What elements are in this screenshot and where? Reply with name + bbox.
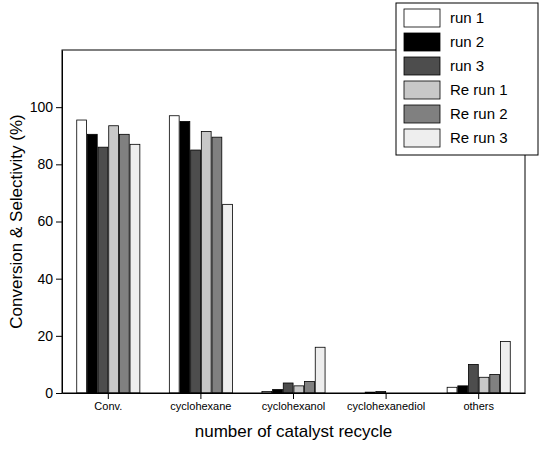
y-tick-mark [56, 393, 62, 394]
y-tick-label: 40 [37, 271, 53, 287]
x-tick-label: cyclohexane [170, 400, 231, 412]
plot: 0 20 40 60 80 100 Conv. cyclohexane cyclohexanol… [30, 50, 526, 412]
y-tick-mark [56, 107, 62, 108]
y-tick-label: 0 [45, 385, 53, 401]
legend-swatch [404, 129, 440, 147]
y-tick-label: 100 [30, 99, 54, 115]
bar [500, 342, 510, 393]
x-tick-mark [108, 393, 109, 399]
legend-entry: run 3 [404, 57, 484, 75]
legend-entry: Re run 3 [404, 129, 508, 147]
y-tick-mark [56, 164, 62, 165]
bar [77, 120, 87, 393]
y-tick: 0 [45, 385, 62, 401]
bar [169, 116, 179, 393]
bar [458, 386, 468, 393]
y-tick-mark [56, 279, 62, 280]
legend-swatch [404, 9, 440, 27]
bar-series [87, 121, 467, 393]
x-tick-label: cyclohexanol [262, 400, 326, 412]
y-tick-label: 60 [37, 213, 53, 229]
legend-swatch [404, 81, 440, 99]
legend-label: Re run 2 [450, 105, 508, 122]
legend-label: Re run 3 [450, 129, 508, 146]
legend-label: run 2 [450, 33, 484, 50]
bar-series [109, 126, 489, 393]
legend-entry: Re run 2 [404, 105, 508, 123]
legend-swatch [404, 33, 440, 51]
y-tick-mark [56, 222, 62, 223]
bar [201, 131, 211, 393]
x-tick-label: cyclohexanediol [347, 400, 425, 412]
x-tick: cyclohexanediol [347, 393, 425, 412]
legend-entry: run 2 [404, 33, 484, 51]
y-tick: 60 [37, 213, 62, 229]
legend-entry: Re run 1 [404, 81, 508, 99]
x-tick-mark [478, 393, 479, 399]
bar [87, 134, 97, 393]
legend-label: Re run 1 [450, 81, 508, 98]
x-tick-mark [293, 393, 294, 399]
x-axis: Conv. cyclohexane cyclohexanol cyclohexaned… [63, 393, 526, 412]
bar [109, 126, 119, 393]
bar [180, 121, 190, 393]
legend-swatch [404, 57, 440, 75]
bar [479, 377, 489, 393]
bar-series [98, 147, 478, 393]
y-tick-label: 20 [37, 328, 53, 344]
bar [305, 382, 315, 393]
x-tick-label: Conv. [94, 400, 122, 412]
bar-series [119, 134, 499, 393]
bar [273, 390, 283, 393]
bar [191, 150, 201, 393]
bar [294, 386, 304, 393]
bar [130, 144, 140, 393]
legend-swatch [404, 105, 440, 123]
bar [98, 147, 108, 393]
bar [468, 364, 478, 393]
legend-label: run 3 [450, 57, 484, 74]
legend-entry: run 1 [404, 9, 484, 27]
y-tick-label: 80 [37, 156, 53, 172]
bar [212, 137, 222, 393]
x-tick: Conv. [94, 393, 122, 412]
bar [315, 347, 325, 393]
x-axis-title: number of catalyst recycle [195, 422, 392, 441]
y-axis-line [62, 51, 63, 394]
bar [283, 383, 293, 393]
chart: 0 20 40 60 80 100 Conv. cyclohexane cyclohexanol… [0, 0, 541, 451]
x-tick-mark [200, 393, 201, 399]
bar [490, 374, 500, 393]
bar [223, 204, 233, 393]
bar [119, 134, 129, 393]
bar [447, 387, 457, 393]
y-tick: 80 [37, 156, 62, 172]
x-tick: cyclohexanol [262, 393, 326, 412]
x-tick-mark [386, 393, 387, 399]
legend: run 1 run 2 run 3 Re run 1 Re run 2 Re run 3 [396, 3, 538, 155]
y-axis: 0 20 40 60 80 100 [30, 51, 63, 401]
legend-label: run 1 [450, 9, 484, 26]
bar-series [130, 144, 510, 393]
y-tick: 100 [30, 99, 62, 115]
bar-series [77, 116, 457, 393]
x-tick: others [463, 393, 494, 412]
y-axis-title: Conversion & Selectivity (%) [7, 114, 26, 328]
y-tick: 20 [37, 328, 62, 344]
legend-box [396, 3, 538, 155]
x-tick-label: others [463, 400, 494, 412]
x-tick: cyclohexane [170, 393, 231, 412]
y-tick: 40 [37, 271, 62, 287]
y-tick-mark [56, 336, 62, 337]
bars [77, 116, 511, 393]
